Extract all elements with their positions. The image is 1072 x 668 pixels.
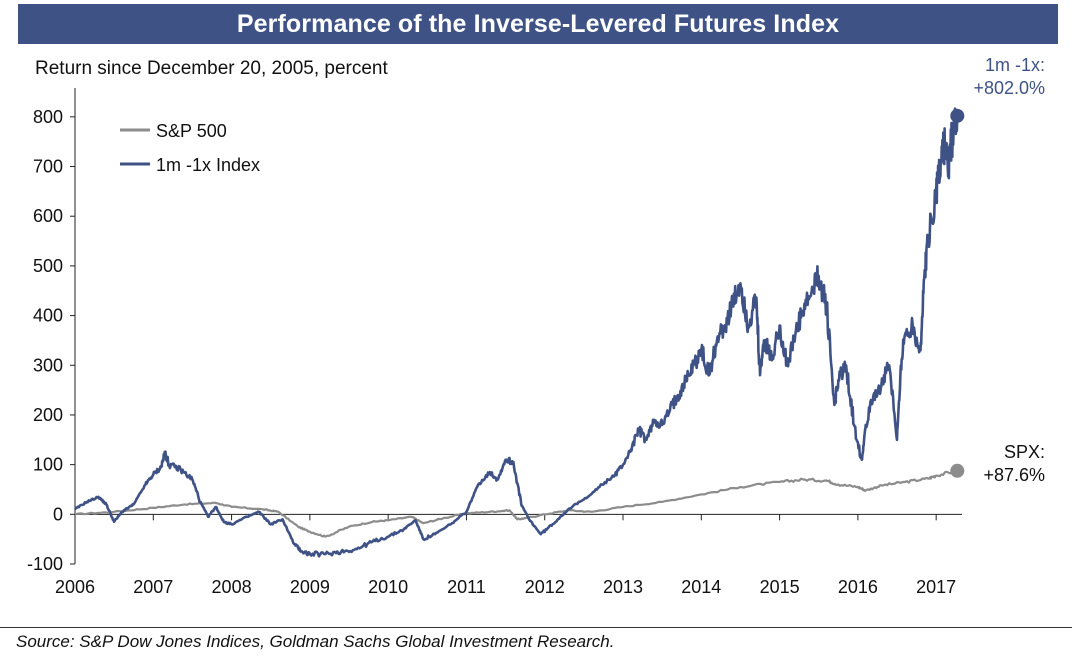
x-tick-label: 2012 [525,577,565,597]
x-tick-label: 2013 [603,577,643,597]
y-tick-label: 400 [33,306,63,326]
x-tick-label: 2011 [447,577,486,597]
x-tick-label: 2015 [760,577,800,597]
y-tick-label: 100 [33,455,63,475]
y-axis-label: Return since December 20, 2005, percent [35,58,388,79]
x-tick-label: 2007 [133,577,173,597]
source-divider [0,627,1072,628]
inverse-index-end-marker [950,108,965,123]
legend-label-sp500: S&P 500 [156,121,227,141]
legend-label-inverse-index: 1m -1x Index [156,155,260,175]
x-tick-label: 2017 [916,577,956,597]
y-tick-label: 200 [33,405,63,425]
chart-title-bar: Performance of the Inverse-Levered Futur… [18,4,1058,44]
inverse-index-series-line [74,107,959,558]
chart-title: Performance of the Inverse-Levered Futur… [236,9,840,38]
source-note: Source: S&P Dow Jones Indices, Goldman S… [16,632,615,651]
x-tick-label: 2010 [368,577,408,597]
x-tick-label: 2014 [681,577,721,597]
y-tick-label: 600 [33,206,63,226]
y-tick-label: 700 [33,157,63,177]
sp500-end-marker [950,463,965,478]
sp500-series-line [74,469,958,538]
inverse-index-end-value: +802.0% [973,78,1045,98]
x-tick-label: 2006 [55,577,95,597]
inverse-index-end-label: 1m -1x: [985,55,1045,75]
y-tick-label: -100 [27,554,63,574]
y-tick-label: 0 [53,504,63,524]
y-tick-label: 800 [33,107,63,127]
sp500-end-value: +87.6% [983,465,1045,485]
x-tick-label: 2009 [290,577,330,597]
x-tick-label: 2008 [212,577,252,597]
y-tick-label: 300 [33,355,63,375]
sp500-end-label: SPX: [1004,442,1045,462]
y-tick-label: 500 [33,256,63,276]
x-tick-label: 2016 [838,577,878,597]
